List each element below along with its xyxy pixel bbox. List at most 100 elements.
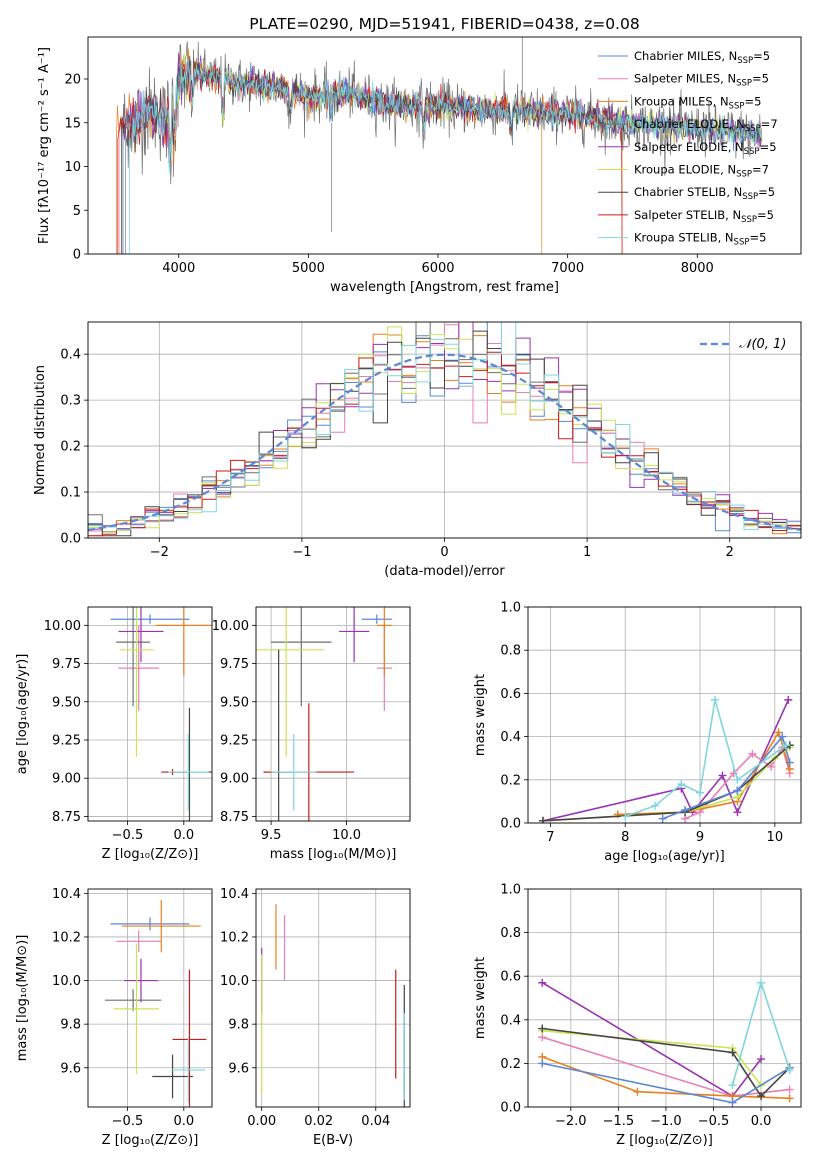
legend-label-tail: =5 <box>744 94 761 108</box>
y-tick-label: 9.50 <box>220 695 249 710</box>
x-tick-label: 4000 <box>162 261 195 276</box>
legend-label: 𝒩(0, 1) <box>739 337 786 352</box>
legend-label-sub: SSP <box>744 147 760 157</box>
legend-label-name: Salpeter MILES, N <box>634 72 736 86</box>
x-tick-label: 0.00 <box>247 1114 276 1129</box>
x-tick-label: 6000 <box>421 261 454 276</box>
y-tick-label: 9.25 <box>52 733 81 748</box>
chart-title: PLATE=0290, MJD=51941, FIBERID=0438, z=0… <box>249 15 639 33</box>
y-axis-label: mass weight <box>473 674 488 756</box>
legend-label: Salpeter MILES, NSSP=5 <box>634 72 769 89</box>
histogram-series <box>88 351 801 537</box>
y-axis-label: age [log₁₀(age/yr)] <box>15 654 30 775</box>
x-tick-label: 7000 <box>551 261 584 276</box>
legend-label-tail: =5 <box>752 72 769 86</box>
weight-point <box>677 780 686 789</box>
x-tick-label: 9 <box>696 830 704 845</box>
y-tick-label: 0.0 <box>500 817 521 832</box>
x-tick-label: 0 <box>440 545 448 560</box>
y-tick-label: 10.00 <box>212 619 249 634</box>
x-axis-label: Z [log₁₀(Z/Z⊙)] <box>102 1133 199 1148</box>
legend-label-tail: =5 <box>758 185 775 199</box>
y-tick-label: 0.8 <box>500 926 521 941</box>
panel-4: 9.5 10.0 8.75 9.00 9.25 9.50 9.75 10.00 mass [lo… <box>212 606 411 862</box>
plot-area <box>104 899 207 1107</box>
legend-label: Salpeter ELODIE, NSSP=5 <box>634 140 777 157</box>
y-tick-label: 0.4 <box>500 730 521 745</box>
legend-label: Chabrier STELIB, NSSP=5 <box>634 185 775 202</box>
weight-line <box>542 699 790 822</box>
y-tick-label: 0.6 <box>500 687 521 702</box>
weight-point <box>696 788 705 797</box>
weight-point <box>757 1092 766 1101</box>
y-tick-label: 0.3 <box>60 394 81 409</box>
legend-label-sub: SSP <box>742 192 758 202</box>
panel-1: 4000 5000 6000 7000 8000 0 5 10 15 20 wavelength [… <box>37 15 802 295</box>
legend-label: Chabrier MILES, NSSP=5 <box>634 49 770 66</box>
x-tick-label: 10 <box>767 830 784 845</box>
panel-8: −2.0 −1.5 −1.0 −0.5 0.0 0.0 0.2 0.4 0.6 0.8 1.0 Z [… <box>473 883 802 1148</box>
x-tick-label: 7 <box>546 830 554 845</box>
panel-6: −0.5 0.0 9.6 9.8 10.0 10.2 10.4 Z [log₁₀(Z/Z⊙)]… <box>15 887 213 1148</box>
x-tick-label: 0.0 <box>751 1114 772 1129</box>
plot-area <box>110 607 212 821</box>
x-tick-label: 8000 <box>681 261 714 276</box>
legend-label-sub: SSP <box>745 124 761 134</box>
spectrum-line <box>131 59 763 174</box>
legend-label-tail: =5 <box>760 140 777 154</box>
y-tick-label: 0.8 <box>500 644 521 659</box>
plot-area <box>88 322 801 537</box>
x-axis-label: Z [log₁₀(Z/Z⊙)] <box>616 1133 713 1148</box>
y-tick-label: 9.25 <box>220 733 249 748</box>
y-tick-label: 5 <box>73 204 81 219</box>
x-tick-label: −1.0 <box>650 1114 682 1129</box>
y-tick-label: 9.8 <box>60 1018 81 1033</box>
weight-line <box>541 982 762 1098</box>
y-tick-label: 10.0 <box>52 974 81 989</box>
weight-point <box>785 1085 794 1094</box>
weight-line <box>542 746 791 822</box>
x-tick-label: 8 <box>621 830 629 845</box>
weight-point <box>785 1065 794 1074</box>
legend-label-sub: SSP <box>737 56 753 66</box>
x-tick-label: −1.5 <box>603 1114 635 1129</box>
x-axis-label: E(B-V) <box>313 1133 353 1148</box>
y-axis-label: mass [log₁₀(M/M⊙)] <box>15 935 30 1062</box>
x-tick-label: −2 <box>150 545 169 560</box>
y-tick-label: 9.6 <box>60 1061 81 1076</box>
y-tick-label: 0.2 <box>60 440 81 455</box>
weight-point <box>785 758 794 767</box>
weight-point <box>778 732 787 741</box>
weight-point <box>621 812 630 821</box>
legend-label-name: Kroupa ELODIE, N <box>634 163 736 177</box>
x-tick-label: 1 <box>583 545 591 560</box>
panel-7: 0.00 0.02 0.04 9.6 9.8 10.0 10.2 10.4 E(B-V) <box>220 887 411 1148</box>
weight-point <box>748 749 757 758</box>
x-tick-label: −2.0 <box>555 1114 587 1129</box>
weight-point <box>651 801 660 810</box>
y-tick-label: 0.0 <box>500 1101 521 1116</box>
weight-point <box>658 814 667 823</box>
plot-area <box>538 695 794 823</box>
legend-label-tail: =5 <box>749 231 766 245</box>
legend-label-name: Kroupa MILES, N <box>634 94 729 108</box>
weight-point <box>538 1059 547 1068</box>
legend-label: Salpeter STELIB, NSSP=5 <box>634 208 774 225</box>
x-tick-label: −0.5 <box>112 1114 144 1129</box>
y-tick-label: 0.6 <box>500 970 521 985</box>
x-tick-label: 0.0 <box>173 828 194 843</box>
weight-point <box>718 771 727 780</box>
y-tick-label: 9.75 <box>52 657 81 672</box>
weight-point <box>733 786 742 795</box>
plot-area <box>256 607 392 821</box>
legend-label-tail: =7 <box>752 163 769 177</box>
plot-area <box>116 37 763 254</box>
y-axis-label: Flux [fλ10⁻¹⁷ erg cm⁻² s⁻¹ A⁻¹] <box>37 47 52 244</box>
weight-line <box>542 744 791 822</box>
weight-line <box>542 1027 791 1098</box>
y-tick-label: 0.1 <box>60 486 81 501</box>
y-tick-label: 10 <box>64 160 81 175</box>
panel-5: 7 8 9 10 0.0 0.2 0.4 0.6 0.8 1.0 age [log₁₀(age/yr… <box>473 601 802 864</box>
axes-frame <box>527 606 802 824</box>
y-tick-label: 9.75 <box>220 657 249 672</box>
